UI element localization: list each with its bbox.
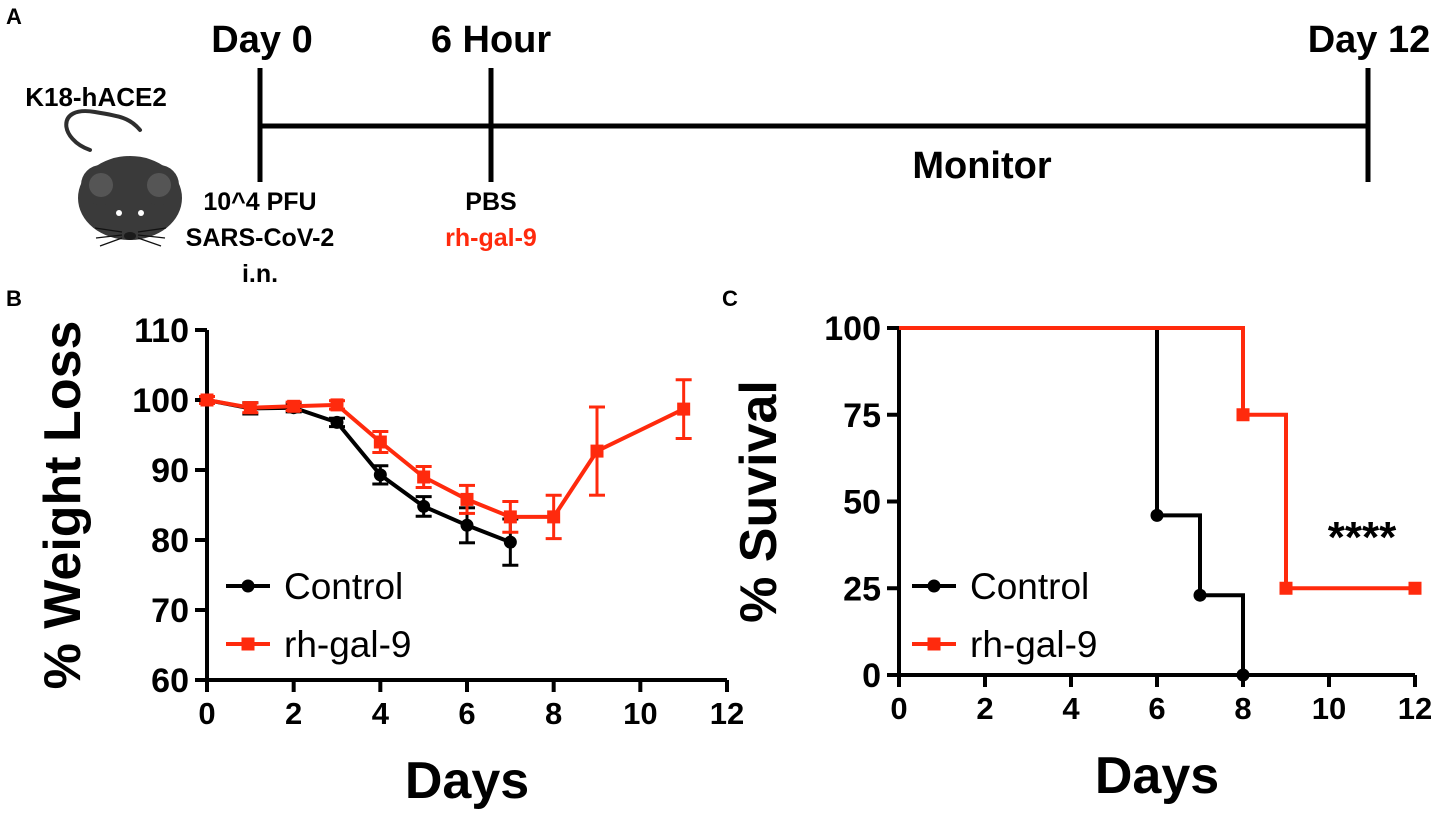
x-tick-label: 6 (1148, 691, 1165, 726)
y-tick-label: 90 (151, 452, 189, 490)
y-axis-title: % Suvival (730, 380, 788, 623)
treatment-drug-label: rh-gal-9 (445, 224, 537, 252)
data-point (677, 402, 691, 416)
x-tick-label: 6 (458, 696, 475, 731)
y-tick-label: 25 (843, 570, 881, 608)
y-tick-label: 70 (151, 592, 189, 630)
data-point (330, 398, 344, 412)
x-tick-label: 0 (890, 691, 907, 726)
timeline-day0-label: Day 0 (211, 19, 312, 61)
legend-label: Control (970, 566, 1089, 607)
censor-point (1279, 581, 1293, 595)
y-tick-label: 60 (151, 662, 189, 700)
y-tick-label: 50 (843, 484, 881, 522)
censor-point (1236, 668, 1250, 682)
series-control (199, 393, 519, 567)
x-tick-label: 2 (285, 696, 302, 731)
data-point (547, 510, 561, 524)
x-tick-label: 12 (710, 696, 744, 731)
data-point (503, 510, 517, 524)
timeline-day12-label: Day 12 (1308, 19, 1431, 61)
series-line (206, 398, 685, 519)
x-tick-label: 2 (976, 691, 993, 726)
y-tick-label: 100 (824, 310, 881, 348)
data-point (417, 499, 431, 513)
treatment-control-label: PBS (465, 188, 516, 216)
y-axis-title: % Weight Loss (34, 321, 92, 690)
timeline-lines (257, 68, 1371, 182)
data-point (590, 444, 604, 458)
x-tick-label: 4 (372, 696, 390, 731)
data-point (373, 468, 387, 482)
mouse-ear-inner-right (147, 173, 171, 197)
data-point (417, 470, 431, 484)
x-tick-label: 8 (1234, 691, 1251, 726)
panel-label-a: A (6, 4, 22, 29)
censor-point (1150, 508, 1164, 522)
data-point (373, 435, 387, 449)
data-point (503, 535, 517, 549)
data-point (460, 518, 474, 532)
y-tick-label: 110 (134, 312, 189, 350)
series-rh-gal-9 (199, 378, 692, 541)
survival-step-line (899, 326, 1245, 675)
x-axis-title: Days (1095, 747, 1219, 805)
legend-marker (241, 637, 255, 651)
x-tick-label: 12 (1398, 691, 1432, 726)
panel-label-c: C (722, 286, 738, 311)
x-tick-label: 0 (198, 696, 215, 731)
legend-label: rh-gal-9 (284, 624, 412, 665)
legend-marker (927, 579, 941, 593)
significance-annotation: **** (1328, 513, 1397, 562)
mouse-strain-label: K18-hACE2 (25, 82, 167, 112)
legend-marker (241, 579, 255, 593)
panel-a: A K18-hACE2 Day 0 6 Hour Day (6, 4, 1430, 288)
infection-route: i.n. (242, 260, 278, 288)
mouse-icon (64, 109, 182, 247)
x-tick-label: 4 (1062, 691, 1080, 726)
x-tick-label: 10 (623, 696, 657, 731)
timeline-monitor-label: Monitor (912, 145, 1052, 187)
x-tick-label: 8 (545, 696, 562, 731)
y-tick-label: 100 (132, 382, 189, 420)
censor-point (1236, 408, 1250, 422)
survival-step-line (899, 326, 1415, 591)
weight-loss-chart: 0 2 4 6 8 10 12 60 70 80 90 100 110 Days % Weight Loss… (34, 312, 744, 810)
data-point (287, 399, 301, 413)
infection-virus: SARS-CoV-2 (186, 224, 335, 252)
y-tick-label: 75 (843, 397, 881, 435)
y-tick-label: 80 (151, 522, 189, 560)
x-axis-title: Days (405, 752, 529, 810)
legend-marker (927, 637, 941, 651)
survival-chart: 0 2 4 6 8 10 12 0 25 50 75 100 Days % Suvival **** Cont… (730, 310, 1432, 805)
data-point (200, 393, 214, 407)
x-tick-label: 10 (1312, 691, 1346, 726)
panel-label-b: B (6, 286, 22, 311)
y-tick-label: 0 (862, 657, 881, 695)
mouse-ear-inner-left (89, 173, 113, 197)
series-rh-gal-9 (899, 326, 1422, 595)
censor-point (1408, 581, 1422, 595)
legend-label: rh-gal-9 (970, 624, 1098, 665)
data-point (460, 492, 474, 506)
data-point (330, 415, 344, 429)
data-point (243, 401, 257, 415)
censor-point (1193, 588, 1207, 602)
timeline-6hour-label: 6 Hour (431, 19, 552, 61)
legend-label: Control (284, 566, 403, 607)
infection-dose: 10^4 PFU (203, 188, 316, 216)
